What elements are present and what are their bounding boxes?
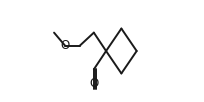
Text: O: O	[89, 77, 99, 90]
Text: O: O	[61, 39, 70, 52]
